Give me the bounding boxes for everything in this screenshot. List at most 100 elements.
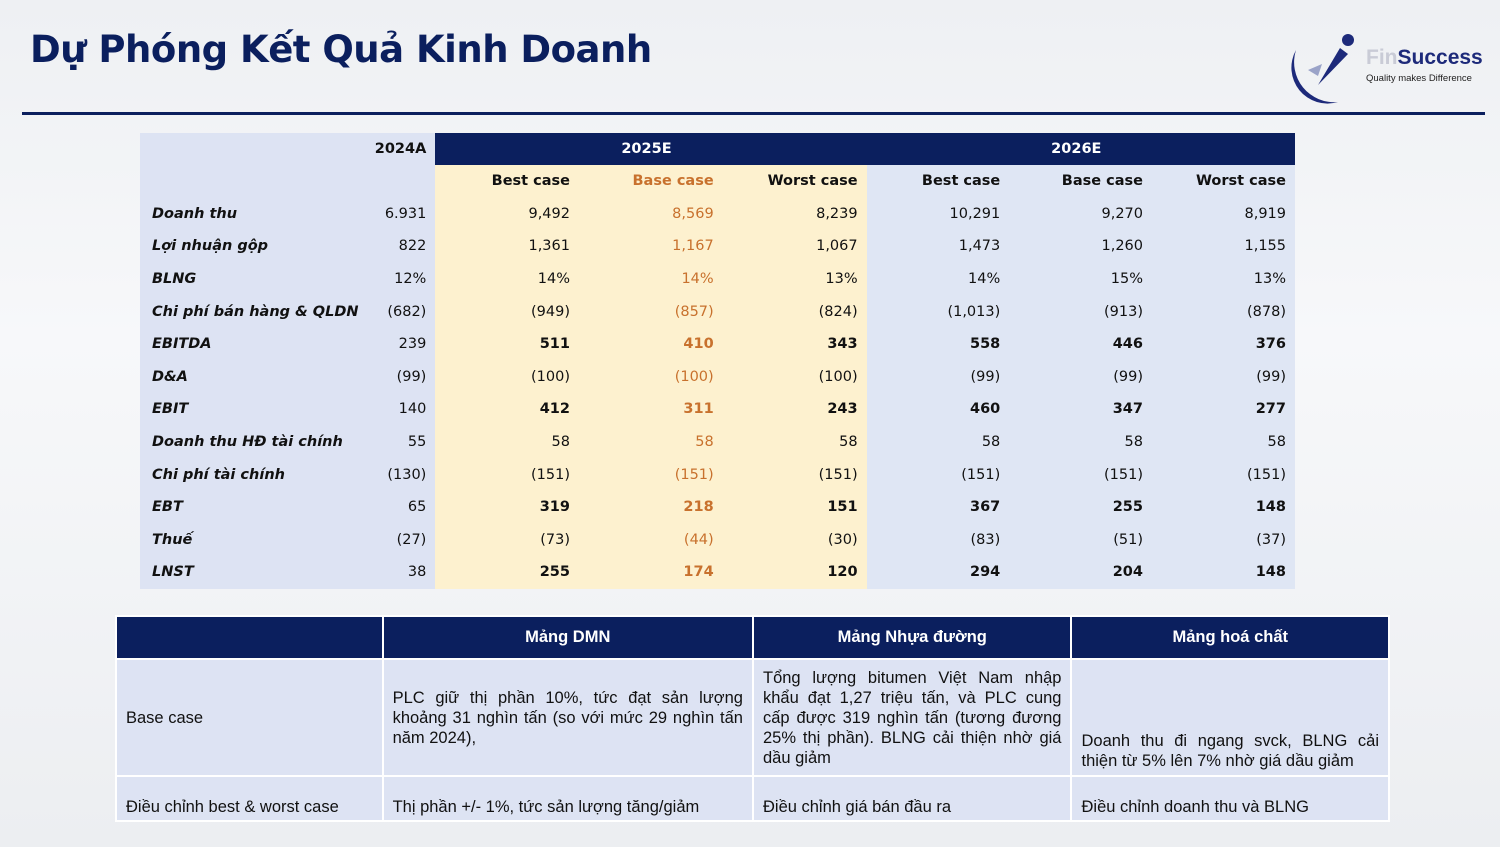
value-cell: 446	[1009, 327, 1152, 361]
nhua-duong-cell: Tổng lượng bitumen Việt Nam nhập khẩu đạ…	[751, 658, 1073, 777]
value-cell: 1,155	[1152, 230, 1295, 263]
value-cell: 8,569	[578, 197, 723, 231]
row-label: Chi phí bán hàng & QLDN	[140, 295, 368, 328]
dmn-cell: Thị phần +/- 1%, tức sản lượng tăng/giảm	[381, 775, 754, 822]
value-cell: 10,291	[866, 197, 1010, 231]
table-row: D&A (99) (100) (100) (100) (99) (99) (99)	[140, 360, 1295, 394]
value-cell: (99)	[866, 360, 1010, 394]
row-label: Chi phí tài chính	[140, 458, 368, 491]
value-cell: 343	[722, 327, 867, 361]
value-cell: 120	[722, 556, 867, 589]
value-cell: 9,270	[1009, 197, 1152, 231]
value-cell: 239	[367, 327, 436, 361]
value-cell: (878)	[1152, 295, 1295, 328]
value-cell: 148	[1152, 556, 1295, 589]
value-cell: 1,473	[866, 230, 1010, 263]
value-cell: 58	[1152, 425, 1295, 459]
value-cell: (100)	[722, 360, 867, 394]
row-label: Thuế	[140, 523, 368, 557]
value-cell: 243	[722, 393, 867, 426]
value-cell: 6.931	[367, 197, 436, 231]
value-cell: 14%	[435, 262, 579, 296]
year-2024a: 2024A	[367, 133, 436, 165]
value-cell: 15%	[1009, 262, 1152, 296]
value-cell: 58	[578, 425, 723, 459]
value-cell: (151)	[1009, 458, 1152, 491]
value-cell: (949)	[435, 295, 579, 328]
scenario-header: Best case	[866, 165, 1010, 198]
value-cell: (99)	[1009, 360, 1152, 394]
value-cell: 410	[578, 327, 723, 361]
hoa-chat-cell: Doanh thu đi ngang svck, BLNG cải thiện …	[1070, 658, 1390, 777]
table-row: BLNG 12% 14% 14% 13% 14% 15% 13%	[140, 262, 1295, 296]
value-cell: 58	[1009, 425, 1152, 459]
value-cell: 14%	[578, 262, 723, 296]
hoa-chat-cell: Điều chỉnh doanh thu và BLNG	[1070, 775, 1390, 822]
scenario-header: Best case	[435, 165, 579, 198]
value-cell: 140	[367, 393, 436, 426]
nhua-duong-cell: Điều chỉnh giá bán đầu ra	[751, 775, 1073, 822]
value-cell: 376	[1152, 327, 1295, 361]
value-cell: (99)	[1152, 360, 1295, 394]
value-cell: 38	[367, 556, 436, 589]
value-cell: 460	[866, 393, 1010, 426]
value-cell: 347	[1009, 393, 1152, 426]
finsuccess-logo: FinSuccess Quality makes Difference	[1278, 30, 1488, 108]
value-cell: 151	[722, 490, 867, 524]
table-row: Doanh thu 6.931 9,492 8,569 8,239 10,291 9,270…	[140, 197, 1295, 231]
value-cell: (27)	[367, 523, 436, 557]
row-label: EBIT	[140, 393, 368, 426]
value-cell: (73)	[435, 523, 579, 557]
value-cell: (857)	[578, 295, 723, 328]
value-cell: (682)	[367, 295, 436, 328]
value-cell: (37)	[1152, 523, 1295, 557]
row-label: LNST	[140, 556, 368, 589]
value-cell: (100)	[578, 360, 723, 394]
year-2025e: 2025E	[435, 133, 867, 165]
value-cell: (151)	[435, 458, 579, 491]
logo-mark-icon	[1291, 34, 1354, 104]
value-cell: 1,167	[578, 230, 723, 263]
value-cell: 65	[367, 490, 436, 524]
scenario-header: Base case	[1009, 165, 1152, 198]
row-label: Doanh thu HĐ tài chính	[140, 425, 368, 459]
page-title: Dự Phóng Kết Quả Kinh Doanh	[30, 28, 652, 71]
value-cell: 58	[866, 425, 1010, 459]
value-cell: 58	[435, 425, 579, 459]
value-cell: 277	[1152, 393, 1295, 426]
row-label: BLNG	[140, 262, 368, 296]
scenario-header-row: Best case Base case Worst case Best case…	[140, 165, 1295, 198]
value-cell: (824)	[722, 295, 867, 328]
value-cell: 13%	[722, 262, 867, 296]
assumptions-header-row: Mảng DMN Mảng Nhựa đường Mảng hoá chất	[115, 615, 1390, 660]
table-row: Thuế (27) (73) (44) (30) (83) (51) (37)	[140, 523, 1295, 557]
logo-tagline: Quality makes Difference	[1366, 73, 1472, 84]
row-label: D&A	[140, 360, 368, 394]
year-2026e: 2026E	[866, 133, 1295, 165]
scenario-header: Base case	[578, 165, 723, 198]
scenario-assumptions-table: Mảng DMN Mảng Nhựa đường Mảng hoá chất B…	[115, 615, 1390, 822]
table-row: EBIT 140 412 311 243 460 347 277	[140, 393, 1295, 426]
header-hoa-chat: Mảng hoá chất	[1070, 615, 1390, 660]
value-cell: (151)	[1152, 458, 1295, 491]
header-dmn: Mảng DMN	[381, 615, 754, 660]
value-cell: 58	[722, 425, 867, 459]
row-label: Điều chỉnh best & worst case	[115, 775, 384, 822]
value-cell: 367	[866, 490, 1010, 524]
value-cell: 204	[1009, 556, 1152, 589]
value-cell: (913)	[1009, 295, 1152, 328]
adjustment-row: Điều chỉnh best & worst case Thị phần +/…	[115, 775, 1390, 822]
value-cell: (151)	[578, 458, 723, 491]
scenario-header: Worst case	[722, 165, 867, 198]
dmn-cell: PLC giữ thị phần 10%, tức đạt sản lượng …	[381, 658, 754, 777]
value-cell: 822	[367, 230, 436, 263]
value-cell: 511	[435, 327, 579, 361]
value-cell: 13%	[1152, 262, 1295, 296]
table-row: Chi phí tài chính (130) (151) (151) (151) (15…	[140, 458, 1295, 491]
value-cell: 1,260	[1009, 230, 1152, 263]
value-cell: (1,013)	[866, 295, 1010, 328]
value-cell: (99)	[367, 360, 436, 394]
value-cell: (51)	[1009, 523, 1152, 557]
value-cell: (83)	[866, 523, 1010, 557]
scenario-header: Worst case	[1152, 165, 1295, 198]
